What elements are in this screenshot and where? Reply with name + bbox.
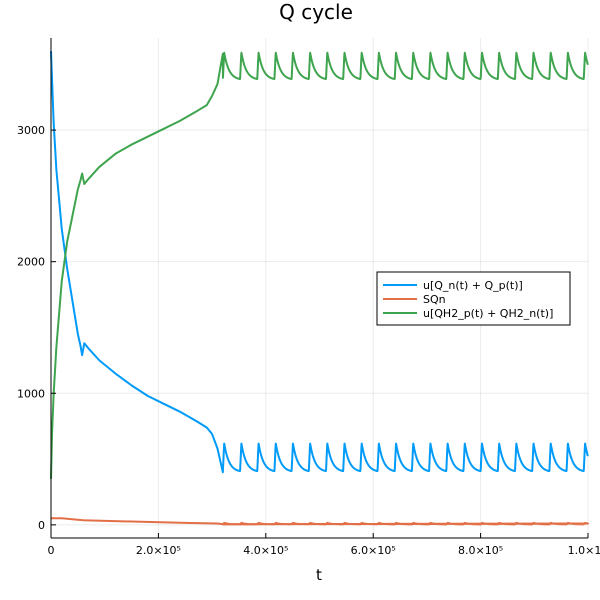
series-line-3 <box>50 51 589 479</box>
x-tick-label: 8.0×10⁵ <box>458 544 503 557</box>
x-tick-label: 1.0×10 <box>568 544 600 557</box>
x-axis-title: t <box>316 566 322 584</box>
chart-title: Q cycle <box>279 0 353 24</box>
y-tick-label: 1000 <box>17 387 45 400</box>
x-tick-label: 4.0×10⁵ <box>243 544 288 557</box>
legend-label: u[Q_n(t) + Q_p(t)] <box>423 279 523 292</box>
series-line-1 <box>50 51 589 474</box>
plot-area <box>50 51 589 526</box>
x-tick-label: 0 <box>48 544 55 557</box>
legend-label: SQn <box>423 293 446 306</box>
y-tick-label: 0 <box>38 519 45 532</box>
axes: 0 2.0×10⁵ 4.0×10⁵ 6.0×10⁵ 8.0×10⁵ 1.0×10 0 1000… <box>17 38 600 557</box>
x-tick-label: 2.0×10⁵ <box>136 544 181 557</box>
y-tick-label: 2000 <box>17 256 45 269</box>
x-tick-label: 6.0×10⁵ <box>351 544 396 557</box>
y-tick-label: 3000 <box>17 124 45 137</box>
series-line-2 <box>51 517 589 526</box>
legend-label: u[QH2_p(t) + QH2_n(t)] <box>423 307 553 320</box>
